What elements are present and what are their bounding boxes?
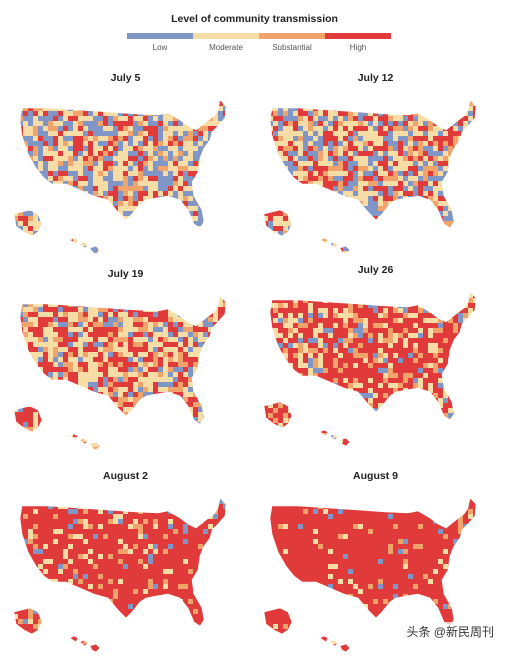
map-date-label: July 5: [110, 72, 141, 84]
map-date-label: July 12: [357, 72, 394, 84]
map-panel-july-19: July 19: [8, 268, 243, 458]
legend-color-bar: [127, 33, 391, 39]
legend-label-substantial: Substantial: [272, 43, 312, 52]
map-date-label: July 26: [357, 264, 394, 276]
legend-label-moderate: Moderate: [209, 43, 243, 52]
legend-label-low: Low: [152, 43, 168, 52]
map-date-label: July 19: [107, 268, 144, 280]
us-county-map: [13, 99, 227, 255]
legend-swatch-moderate: [193, 33, 259, 39]
map-panel-august-2: August 2: [8, 470, 243, 660]
us-county-map: [263, 497, 477, 653]
map-panel-august-9: August 9: [258, 470, 493, 660]
watermark: 头条 @新民周刊: [403, 622, 497, 641]
legend-title: Level of community transmission: [171, 13, 338, 25]
legend-labels: Low Moderate Substantial High: [127, 43, 391, 52]
map-panel-july-5: July 5: [8, 72, 243, 262]
map-date-label: August 2: [103, 470, 148, 482]
legend-swatch-low: [127, 33, 193, 39]
legend-swatch-high: [325, 33, 391, 39]
us-county-map: [13, 295, 227, 451]
legend-swatch-substantial: [259, 33, 325, 39]
us-county-map: [263, 291, 477, 447]
map-panel-july-12: July 12: [258, 72, 493, 262]
us-county-map: [263, 99, 477, 255]
legend: Level of community transmission Low Mode…: [0, 0, 509, 60]
legend-label-high: High: [349, 43, 367, 52]
us-county-map: [13, 497, 227, 653]
map-date-label: August 9: [353, 470, 398, 482]
map-panel-july-26: July 26: [258, 264, 493, 454]
